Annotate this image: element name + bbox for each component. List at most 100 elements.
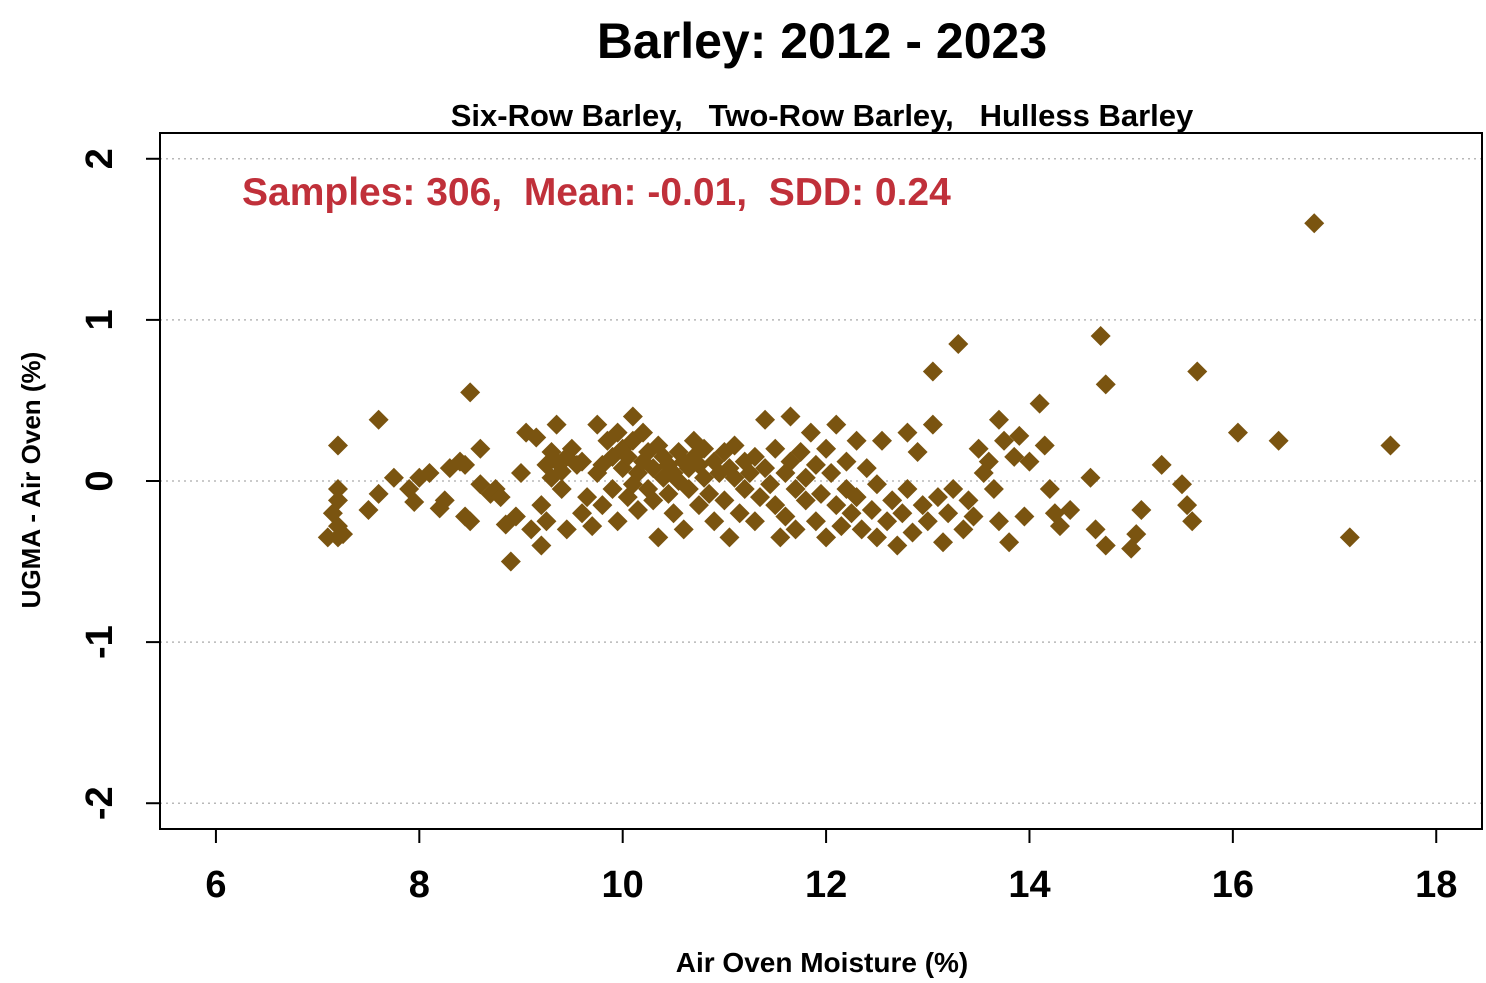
data-point <box>1019 451 1040 472</box>
data-point <box>851 519 872 540</box>
data-point <box>688 495 709 516</box>
data-point <box>922 361 943 382</box>
data-point <box>500 551 521 572</box>
data-point <box>1009 425 1030 446</box>
data-point <box>572 451 593 472</box>
data-point <box>602 479 623 500</box>
data-point <box>1131 500 1152 520</box>
data-point <box>1060 500 1081 520</box>
data-point <box>933 532 954 553</box>
data-point <box>572 503 593 524</box>
data-point <box>831 516 852 537</box>
data-point <box>739 462 760 483</box>
data-point <box>1177 495 1198 516</box>
data-point <box>643 490 664 511</box>
x-tick-label: 18 <box>1415 864 1457 906</box>
data-point <box>887 535 908 556</box>
data-point <box>734 479 755 500</box>
data-point <box>505 506 526 527</box>
data-point <box>805 511 826 532</box>
data-point <box>404 491 425 512</box>
data-point <box>460 511 481 532</box>
data-point <box>546 414 567 435</box>
data-point <box>724 435 745 456</box>
data-point <box>327 479 348 500</box>
data-point <box>673 519 694 540</box>
data-point <box>826 414 847 435</box>
x-axis: 6 8 10 12 14 16 18 <box>205 829 1457 906</box>
y-axis-label: UGMA - Air Oven (%) <box>16 352 46 609</box>
data-point <box>699 483 720 504</box>
y-axis: -2 -1 0 1 2 <box>79 148 160 820</box>
data-point <box>1014 506 1035 527</box>
data-point <box>714 490 735 511</box>
y-tick-label: 1 <box>79 309 121 330</box>
data-point <box>948 334 969 355</box>
data-point <box>434 490 455 511</box>
data-point <box>785 519 806 540</box>
chart-subtitle: Six-Row Barley, Two-Row Barley, Hulless … <box>451 98 1194 133</box>
data-point <box>658 483 679 504</box>
data-point <box>1172 474 1193 495</box>
data-point <box>795 467 816 488</box>
data-point <box>963 506 984 527</box>
data-point <box>744 511 765 532</box>
data-point <box>1090 326 1111 346</box>
plot-area <box>159 132 1483 830</box>
y-tick-label: -2 <box>79 786 121 820</box>
data-point <box>1004 446 1025 467</box>
data-point <box>795 490 816 511</box>
data-point <box>800 422 821 443</box>
data-point <box>841 503 862 524</box>
data-point <box>983 479 1004 500</box>
data-point <box>511 462 532 483</box>
data-point <box>1085 519 1106 540</box>
data-point <box>907 442 928 462</box>
data-point <box>1039 479 1060 500</box>
data-point <box>1151 454 1172 475</box>
data-point <box>368 483 389 504</box>
data-point <box>902 522 923 543</box>
data-point <box>968 438 989 459</box>
x-tick-label: 12 <box>805 864 847 906</box>
data-point <box>577 487 598 508</box>
data-point <box>383 467 404 488</box>
data-point <box>770 527 791 548</box>
data-point <box>744 446 765 467</box>
stats-annotation: Samples: 306, Mean: -0.01, SDD: 0.24 <box>242 171 951 214</box>
data-point <box>821 462 842 483</box>
data-point <box>607 511 628 532</box>
data-point <box>755 458 776 479</box>
data-point <box>317 527 338 548</box>
x-tick-label: 6 <box>205 864 226 906</box>
data-point <box>765 438 786 459</box>
data-point <box>846 487 867 508</box>
data-point <box>582 516 603 537</box>
data-point <box>607 422 628 443</box>
data-point <box>953 519 974 540</box>
y-tick-label: -1 <box>79 625 121 659</box>
data-point <box>836 451 857 472</box>
data-point <box>943 479 964 500</box>
data-point <box>760 474 781 495</box>
y-tick-label: 0 <box>79 470 121 491</box>
data-point <box>460 382 481 403</box>
gridlines <box>160 158 1482 804</box>
data-point <box>561 438 582 459</box>
data-point <box>358 500 379 520</box>
y-tick-label: 2 <box>79 148 121 169</box>
x-tick-label: 14 <box>1008 864 1050 906</box>
data-point <box>327 435 348 456</box>
data-point <box>627 500 648 520</box>
data-point <box>1049 516 1070 537</box>
data-point <box>912 495 933 516</box>
data-point <box>755 409 776 430</box>
data-point <box>704 511 725 532</box>
x-tick-label: 10 <box>602 864 644 906</box>
data-point <box>368 409 389 430</box>
data-point <box>1080 467 1101 488</box>
data-point <box>856 458 877 479</box>
data-point <box>419 462 440 483</box>
data-point <box>897 422 918 443</box>
data-point <box>999 532 1020 553</box>
